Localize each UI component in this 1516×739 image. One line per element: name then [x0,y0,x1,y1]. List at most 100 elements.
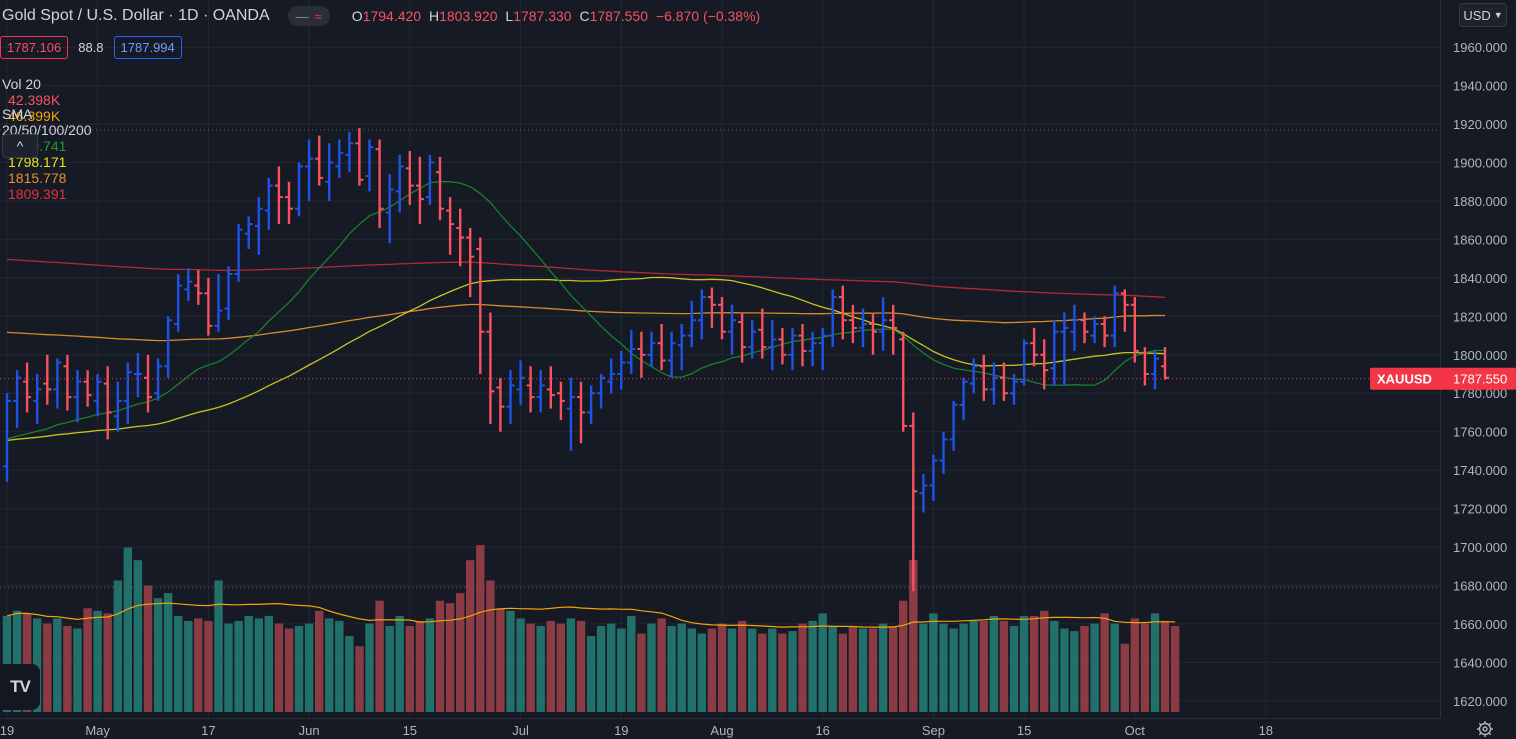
ohlc-bar [838,285,847,340]
volume-bar [959,623,968,712]
volume-bar [838,633,847,712]
volume-bar [1170,626,1180,712]
volume-bar [526,623,535,712]
ohlc-bar [1161,347,1169,380]
collapse-legend-button[interactable]: ^ [2,134,38,158]
volume-bar [415,620,425,712]
volume-bar [949,628,958,712]
volume-bar [1160,620,1170,712]
symbol-title[interactable]: Gold Spot / U.S. Dollar · 1D · OANDA [2,7,270,24]
sma-legend[interactable]: SMA 20/50/100/200 1799.741 1798.171 1815… [2,106,92,202]
volume-bar [596,626,606,712]
volume-bar [1070,631,1079,712]
visibility-pill[interactable]: — ≈ [287,6,330,26]
volume-bar [717,623,727,712]
ohlc-bar [697,289,706,340]
volume-bar [1019,615,1029,712]
ohlc-bar [1030,327,1039,367]
buy-price-button[interactable]: 1787.994 [113,36,182,59]
volume-label: Vol 20 [2,76,41,92]
y-tick-label: 1680.000 [1453,579,1507,594]
ohlc-bar [123,362,132,424]
volume-legend[interactable]: Vol 20 42.398K 46.399K [2,76,60,124]
volume-bar [335,620,344,712]
ohlc-bar [23,362,32,413]
volume-bar [919,623,928,712]
tradingview-logo-icon[interactable]: TV [0,664,40,710]
ohlc-bar [415,156,424,225]
ohlc-bar [274,166,283,225]
volume-bar [294,626,304,712]
volume-bar [647,623,656,712]
volume-bar [848,626,858,712]
volume-bar [43,623,52,712]
ohlc-bar [1110,285,1119,348]
ohlc-bar [254,197,263,255]
volume-bar [566,618,576,712]
ohlc-bar [526,366,535,413]
volume-bar [1130,618,1139,712]
ohlc-bar [607,358,616,394]
ohlc-bar [1080,312,1089,344]
y-tick-label: 1880.000 [1453,194,1507,209]
volume-bar [1120,643,1129,712]
ohlc-bar [73,370,82,423]
volume-bar [496,608,505,712]
ohlc-bar [989,362,998,405]
ohlc-bar [768,320,777,371]
volume-bar [264,615,273,712]
volume-bar [184,620,193,712]
ohlc-bar [13,370,22,428]
sell-price-button[interactable]: 1787.106 [0,36,69,59]
volume-bar [677,623,686,712]
volume-bar [304,623,314,712]
ohlc-bar [345,131,354,173]
ohlc-bar [889,304,898,355]
time-axis-bg [0,718,1440,739]
y-tick-label: 1640.000 [1453,655,1507,670]
ohlc-bar [1151,350,1159,390]
volume-bar [1060,628,1069,712]
volume-bar [657,618,666,712]
volume-bar [697,633,706,712]
x-tick-label: Aug [710,723,733,738]
settings-gear-icon[interactable] [1476,720,1494,738]
chevron-up-icon: ^ [16,138,24,154]
volume-bar [878,623,888,712]
volume-bar [445,603,455,712]
ohlc-bar [1010,374,1018,405]
volume-bar [687,628,696,712]
volume-bar [1100,613,1109,712]
volume-bar [214,580,223,712]
wave-icon[interactable]: ≈ [314,8,322,24]
volume-bar [53,618,62,712]
volume-bar [1009,626,1019,712]
volume-bar [627,615,636,712]
volume-bar [737,620,747,712]
volume-bar [456,593,465,712]
ohlc-bar [486,312,495,424]
ohlc-bar [496,377,505,432]
volume-bar [1150,613,1160,712]
change-value: −6.870 (−0.38%) [655,8,761,24]
volume-bar [103,613,112,712]
volume-bar [748,628,757,712]
high-label: H [428,8,440,24]
sma100-value: 1815.778 [8,170,67,186]
high-value: 1803.920 [439,8,498,24]
x-tick-label: Jun [299,723,320,738]
x-tick-label: May [85,723,110,738]
volume-bar [1090,623,1099,712]
y-tick-label: 1940.000 [1453,79,1507,94]
ohlc-bar [637,331,646,378]
ohlc-bar [1120,289,1129,332]
currency-selector[interactable]: USD ▼ [1459,3,1507,27]
ohlc-bar [919,474,928,513]
ohlc-bar [647,331,656,367]
eye-icon[interactable]: — [295,8,309,24]
volume-bar [536,626,545,712]
x-tick-label: 16 [815,723,829,738]
ohlc-bar [516,360,525,405]
logo-text: TV [10,677,31,696]
